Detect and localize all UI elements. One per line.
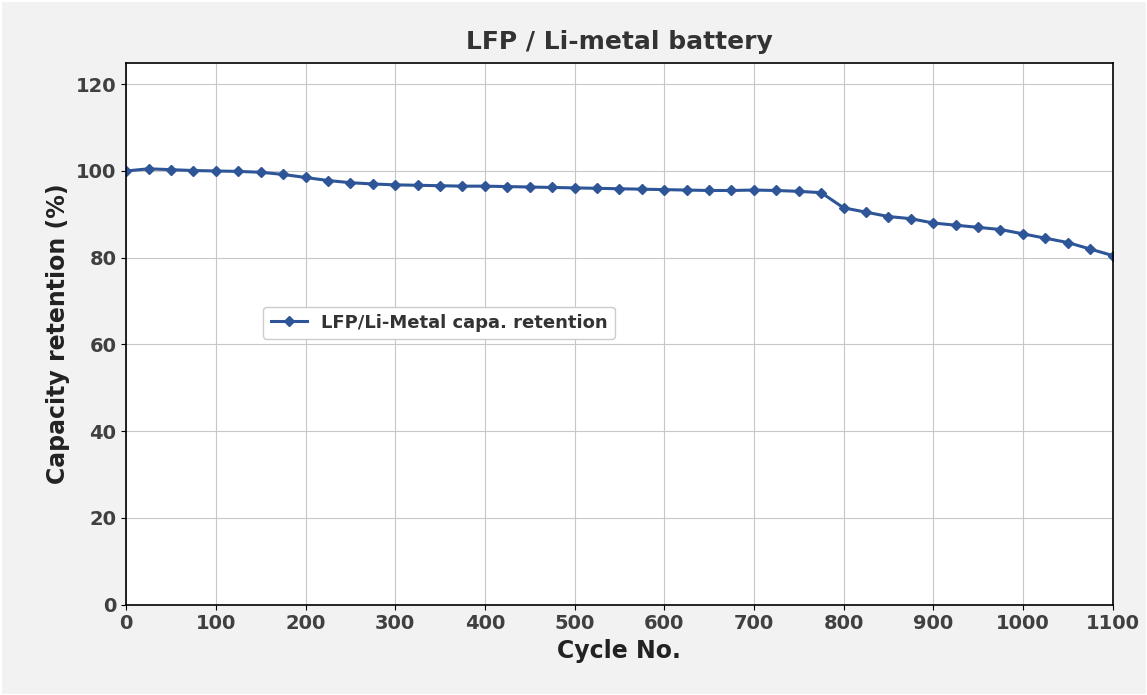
LFP/Li-Metal capa. retention bbox=[276, 170, 290, 179]
LFP/Li-Metal capa. retention bbox=[1061, 238, 1075, 247]
LFP/Li-Metal capa. retention bbox=[859, 208, 873, 216]
LFP/Li-Metal capa. retention bbox=[836, 204, 850, 212]
LFP/Li-Metal capa. retention bbox=[366, 180, 380, 188]
LFP/Li-Metal capa. retention bbox=[657, 186, 671, 194]
Line: LFP/Li-Metal capa. retention: LFP/Li-Metal capa. retention bbox=[123, 165, 1116, 259]
LFP/Li-Metal capa. retention bbox=[142, 165, 156, 173]
LFP/Li-Metal capa. retention bbox=[1106, 252, 1119, 260]
LFP/Li-Metal capa. retention bbox=[814, 188, 828, 197]
LFP/Li-Metal capa. retention bbox=[635, 185, 649, 193]
Legend: LFP/Li-Metal capa. retention: LFP/Li-Metal capa. retention bbox=[264, 306, 615, 339]
X-axis label: Cycle No.: Cycle No. bbox=[557, 639, 681, 663]
LFP/Li-Metal capa. retention bbox=[298, 173, 312, 181]
LFP/Li-Metal capa. retention bbox=[500, 182, 514, 190]
LFP/Li-Metal capa. retention bbox=[904, 215, 918, 223]
LFP/Li-Metal capa. retention bbox=[1083, 245, 1097, 253]
LFP/Li-Metal capa. retention bbox=[568, 183, 582, 192]
LFP/Li-Metal capa. retention bbox=[590, 184, 603, 193]
LFP/Li-Metal capa. retention bbox=[119, 167, 133, 175]
LFP/Li-Metal capa. retention bbox=[972, 223, 985, 231]
LFP/Li-Metal capa. retention bbox=[253, 168, 267, 177]
LFP/Li-Metal capa. retention bbox=[343, 179, 357, 187]
LFP/Li-Metal capa. retention bbox=[770, 186, 783, 195]
LFP/Li-Metal capa. retention bbox=[478, 182, 492, 190]
Title: LFP / Li-metal battery: LFP / Li-metal battery bbox=[466, 30, 773, 54]
LFP/Li-Metal capa. retention bbox=[523, 183, 537, 191]
LFP/Li-Metal capa. retention bbox=[612, 185, 626, 193]
LFP/Li-Metal capa. retention bbox=[411, 181, 424, 190]
LFP/Li-Metal capa. retention bbox=[434, 181, 447, 190]
LFP/Li-Metal capa. retention bbox=[791, 187, 805, 195]
LFP/Li-Metal capa. retention bbox=[882, 213, 896, 221]
LFP/Li-Metal capa. retention bbox=[545, 183, 559, 192]
Y-axis label: Capacity retention (%): Capacity retention (%) bbox=[46, 183, 70, 484]
LFP/Li-Metal capa. retention bbox=[164, 165, 178, 174]
LFP/Li-Metal capa. retention bbox=[232, 167, 245, 176]
LFP/Li-Metal capa. retention bbox=[993, 225, 1007, 234]
LFP/Li-Metal capa. retention bbox=[747, 186, 760, 194]
LFP/Li-Metal capa. retention bbox=[702, 186, 716, 195]
LFP/Li-Metal capa. retention bbox=[680, 186, 694, 194]
LFP/Li-Metal capa. retention bbox=[949, 221, 962, 229]
LFP/Li-Metal capa. retention bbox=[209, 167, 223, 175]
LFP/Li-Metal capa. retention bbox=[187, 166, 201, 174]
LFP/Li-Metal capa. retention bbox=[389, 181, 403, 189]
LFP/Li-Metal capa. retention bbox=[1038, 234, 1052, 243]
LFP/Li-Metal capa. retention bbox=[725, 186, 739, 195]
LFP/Li-Metal capa. retention bbox=[321, 177, 335, 185]
LFP/Li-Metal capa. retention bbox=[455, 182, 469, 190]
LFP/Li-Metal capa. retention bbox=[1016, 229, 1030, 238]
LFP/Li-Metal capa. retention bbox=[927, 219, 941, 227]
